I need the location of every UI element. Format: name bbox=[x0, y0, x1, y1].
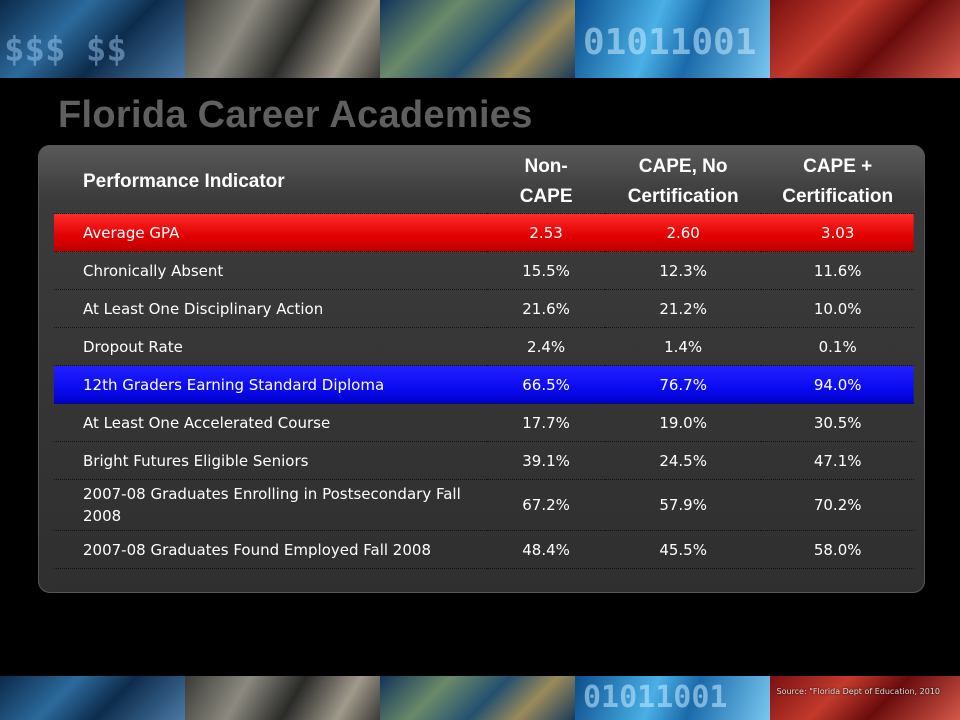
row-cape-no-cert: 19.0% bbox=[604, 403, 762, 442]
table-row: Dropout Rate 2.4% 1.4% 0.1% bbox=[54, 327, 914, 366]
row-cape-no-cert: 57.9% bbox=[604, 479, 762, 531]
performance-table: Performance Indicator Non- CAPE CAPE, No C… bbox=[54, 151, 914, 569]
table-row: Bright Futures Eligible Seniors 39.1% 24… bbox=[54, 441, 914, 480]
circuit-photo bbox=[770, 676, 960, 720]
map-photo bbox=[380, 0, 575, 78]
office-worker-photo bbox=[185, 676, 380, 720]
row-indicator: 12th Graders Earning Standard Diploma bbox=[54, 365, 488, 404]
page-title: Florida Career Academies bbox=[58, 94, 533, 136]
row-non-cape: 67.2% bbox=[487, 479, 605, 531]
row-cape-cert: 10.0% bbox=[761, 289, 914, 328]
top-photo-strip: $$$ $$ 01011001 bbox=[0, 0, 960, 78]
row-cape-no-cert: 1.4% bbox=[604, 327, 762, 366]
money-photo bbox=[0, 676, 185, 720]
header-cape-certification: CAPE + Certification bbox=[761, 151, 914, 214]
row-indicator: Average GPA bbox=[54, 213, 488, 252]
binary-code-photo: 01011001 bbox=[575, 0, 770, 78]
row-indicator: At Least One Disciplinary Action bbox=[54, 289, 488, 328]
header-non-cape: Non- CAPE bbox=[487, 151, 605, 214]
office-worker-photo bbox=[185, 0, 380, 78]
row-cape-no-cert: 2.60 bbox=[604, 213, 762, 252]
row-indicator: 2007-08 Graduates Enrolling in Postsecon… bbox=[54, 479, 488, 531]
row-cape-cert: 94.0% bbox=[761, 365, 914, 404]
row-cape-no-cert: 21.2% bbox=[604, 289, 762, 328]
row-cape-no-cert: 76.7% bbox=[604, 365, 762, 404]
table-panel: Performance Indicator Non- CAPE CAPE, No C… bbox=[38, 145, 925, 593]
table-row: At Least One Disciplinary Action 21.6% 2… bbox=[54, 289, 914, 328]
map-photo bbox=[380, 676, 575, 720]
row-cape-cert: 70.2% bbox=[761, 479, 914, 531]
row-non-cape: 15.5% bbox=[487, 251, 605, 290]
row-indicator: Chronically Absent bbox=[54, 251, 488, 290]
table-row: 2007-08 Graduates Enrolling in Postsecon… bbox=[54, 479, 914, 531]
money-photo: $$$ $$ bbox=[0, 0, 185, 78]
table-header-row: Performance Indicator Non- CAPE CAPE, No C… bbox=[54, 151, 914, 214]
source-note: Source: "Florida Dept of Education, 2010 bbox=[776, 687, 940, 696]
binary-code-photo: 01011001 bbox=[575, 676, 770, 720]
circuit-photo bbox=[770, 0, 960, 78]
row-non-cape: 17.7% bbox=[487, 403, 605, 442]
row-cape-no-cert: 45.5% bbox=[604, 530, 762, 569]
row-cape-cert: 0.1% bbox=[761, 327, 914, 366]
table-row: Chronically Absent 15.5% 12.3% 11.6% bbox=[54, 251, 914, 290]
row-non-cape: 21.6% bbox=[487, 289, 605, 328]
row-indicator: At Least One Accelerated Course bbox=[54, 403, 488, 442]
row-indicator: Bright Futures Eligible Seniors bbox=[54, 441, 488, 480]
row-indicator: Dropout Rate bbox=[54, 327, 488, 366]
table-row: 2007-08 Graduates Found Employed Fall 20… bbox=[54, 530, 914, 569]
table-row: At Least One Accelerated Course 17.7% 19… bbox=[54, 403, 914, 442]
row-non-cape: 39.1% bbox=[487, 441, 605, 480]
row-indicator: 2007-08 Graduates Found Employed Fall 20… bbox=[54, 530, 488, 569]
table-row: Average GPA 2.53 2.60 3.03 bbox=[54, 213, 914, 252]
row-cape-no-cert: 24.5% bbox=[604, 441, 762, 480]
table-body: Average GPA 2.53 2.60 3.03 Chronically A… bbox=[54, 213, 914, 569]
header-cape-no-certification: CAPE, No Certification bbox=[604, 151, 762, 214]
row-cape-cert: 11.6% bbox=[761, 251, 914, 290]
row-cape-cert: 58.0% bbox=[761, 530, 914, 569]
row-non-cape: 66.5% bbox=[487, 365, 605, 404]
row-cape-no-cert: 12.3% bbox=[604, 251, 762, 290]
row-cape-cert: 3.03 bbox=[761, 213, 914, 252]
row-cape-cert: 30.5% bbox=[761, 403, 914, 442]
row-non-cape: 2.4% bbox=[487, 327, 605, 366]
table-row: 12th Graders Earning Standard Diploma 66… bbox=[54, 365, 914, 404]
row-cape-cert: 47.1% bbox=[761, 441, 914, 480]
row-non-cape: 48.4% bbox=[487, 530, 605, 569]
bottom-photo-strip: 01011001 bbox=[0, 676, 960, 720]
row-non-cape: 2.53 bbox=[487, 213, 605, 252]
header-performance-indicator: Performance Indicator bbox=[54, 151, 488, 214]
